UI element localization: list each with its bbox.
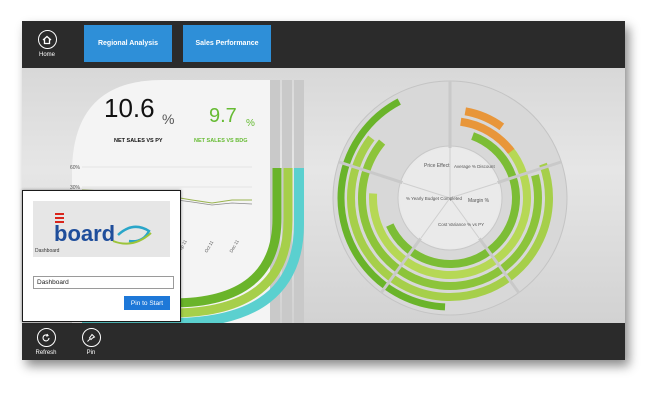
refresh-label: Refresh — [35, 350, 57, 356]
pin-app-button[interactable]: Pin — [76, 328, 106, 356]
kpi-right-value: 9.7 — [209, 105, 237, 127]
ring-orange-highlight — [369, 117, 531, 279]
segment-label-margin: Margin % — [468, 198, 490, 204]
dashboard-graphics: 60% 30% Sep 11 Oct 11 Dec 11 10.6 % NET … — [70, 80, 568, 323]
pin-label: Pin — [86, 350, 96, 356]
pin-icon — [81, 328, 101, 347]
pin-to-start-button[interactable]: Pin to Start — [124, 296, 170, 310]
x-tick-oct: Oct 11 — [204, 239, 215, 253]
arc-band-light-green — [122, 168, 293, 318]
x-tick-sep: Sep 11 — [177, 239, 189, 254]
radial-chart: Price Effect Average % Discount Margin %… — [332, 80, 568, 316]
kpi-left-label: NET SALES VS PY — [114, 138, 163, 144]
arc-band-teal — [82, 168, 304, 323]
ring-5 — [380, 128, 520, 268]
y-tick-30: 30% — [70, 185, 81, 191]
home-button[interactable]: Home — [34, 30, 60, 58]
y-tick-60: 60% — [70, 165, 81, 171]
segment-label-budget-completed: % Yearly Budget Completed — [406, 196, 463, 201]
dashboard-canvas: 60% 30% Sep 11 Oct 11 Dec 11 10.6 % NET … — [22, 68, 625, 323]
kpi-left-unit: % — [162, 111, 174, 127]
tab-sales-performance[interactable]: Sales Performance — [183, 25, 271, 62]
home-icon — [37, 30, 57, 49]
app-window: Home Regional Analysis Sales Performance… — [22, 21, 625, 360]
tile-preview: board Dashboard — [33, 201, 170, 257]
kpi-right-label: NET SALES VS BDG — [194, 138, 247, 144]
kpi-left-value: 10.6 — [104, 93, 155, 123]
segment-label-price-effect: Price Effect — [424, 163, 450, 169]
segment-label-avg-discount: Average % Discount — [454, 164, 495, 169]
tab-regional-analysis[interactable]: Regional Analysis — [84, 25, 172, 62]
segment-label-cost-variance: Cost Variance % vs PY — [438, 222, 484, 227]
x-tick-dec: Dec 11 — [229, 239, 241, 254]
bottom-app-bar: Refresh Pin — [22, 323, 625, 360]
refresh-button[interactable]: Refresh — [31, 328, 61, 356]
tile-name-input[interactable] — [33, 276, 174, 289]
home-label: Home — [38, 52, 55, 58]
refresh-icon — [36, 328, 56, 347]
logo-text: board — [54, 221, 115, 246]
ring-outer — [337, 85, 563, 311]
arc-band-green — [142, 168, 282, 308]
kpi-right-unit: % — [246, 118, 255, 129]
pin-to-start-dialog: board Dashboard Pin to Start — [22, 190, 181, 322]
tile-caption: Dashboard — [35, 248, 60, 254]
board-logo: board — [54, 213, 152, 246]
top-app-bar: Home Regional Analysis Sales Performance — [22, 21, 625, 68]
